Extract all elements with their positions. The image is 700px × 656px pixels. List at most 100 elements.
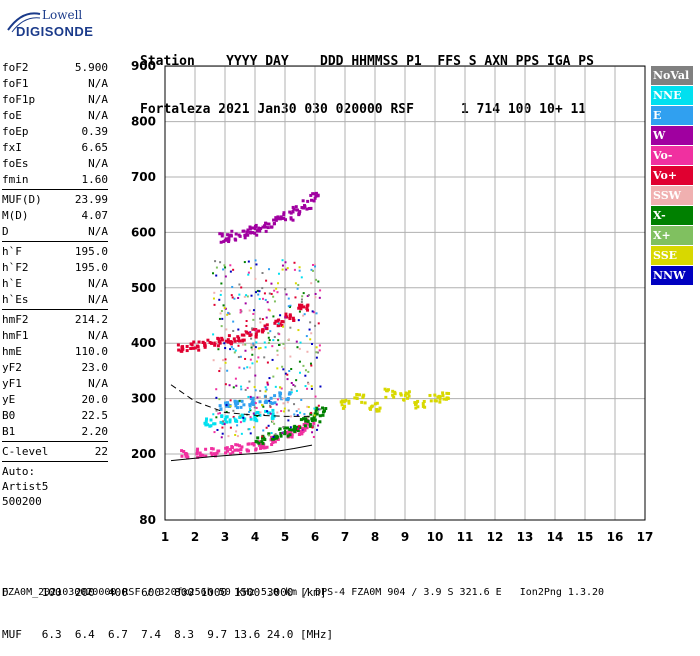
data-point <box>265 400 269 404</box>
echo-point <box>286 378 289 381</box>
param-value: N/A <box>88 225 108 238</box>
echo-point <box>287 297 290 300</box>
data-point <box>255 440 259 444</box>
data-point <box>218 404 222 408</box>
data-point <box>251 396 255 400</box>
profile-trace <box>170 384 312 417</box>
echo-point <box>218 317 221 320</box>
data-point <box>375 409 379 413</box>
data-point <box>227 240 231 244</box>
data-point <box>436 395 440 399</box>
echo-point <box>317 404 320 407</box>
echo-point <box>283 407 286 410</box>
echo-point <box>267 341 270 344</box>
echo-point <box>279 386 282 389</box>
data-point <box>238 234 242 238</box>
echo-point <box>317 280 320 283</box>
param-value: 5.900 <box>74 61 108 74</box>
data-point <box>386 388 390 392</box>
echo-point <box>224 383 227 386</box>
echo-point <box>255 291 258 294</box>
echo-point <box>248 428 251 431</box>
echo-point <box>213 431 216 434</box>
muf-distance-row: D 100 200 400 600 800 1000 1500 3000 [km… <box>2 586 327 599</box>
echo-point <box>224 307 227 310</box>
data-point <box>315 412 319 416</box>
echo-point <box>261 272 264 275</box>
echo-point <box>284 372 287 375</box>
data-point <box>272 218 276 222</box>
data-point <box>360 400 364 404</box>
echo-point <box>302 292 305 295</box>
data-point <box>235 406 239 410</box>
echo-point <box>307 370 310 373</box>
echo-point <box>270 292 273 295</box>
echo-point <box>254 374 257 377</box>
data-point <box>225 401 229 405</box>
echo-point <box>297 319 300 322</box>
echo-point <box>283 347 286 350</box>
data-point <box>195 449 199 453</box>
echo-point <box>244 343 247 346</box>
x-tick-label: 3 <box>221 530 229 544</box>
data-point <box>265 445 269 449</box>
echo-point <box>214 260 217 263</box>
echo-point <box>233 351 236 354</box>
echo-point <box>238 283 241 286</box>
echo-point <box>287 409 290 412</box>
param-name: foF1p <box>2 93 36 106</box>
echo-point <box>212 297 215 300</box>
echo-point <box>247 395 250 398</box>
param-value: 4.07 <box>81 209 109 222</box>
echo-point <box>254 259 257 262</box>
data-point <box>216 449 220 453</box>
param-value: 6.65 <box>81 141 109 154</box>
data-point <box>255 233 259 237</box>
echo-point <box>273 335 276 338</box>
echo-point <box>314 296 317 299</box>
echo-point <box>306 405 309 408</box>
echo-point <box>239 311 242 314</box>
param-value: 195.0 <box>74 245 108 258</box>
echo-point <box>269 405 272 408</box>
echo-point <box>258 298 261 301</box>
echo-point <box>293 413 296 416</box>
data-point <box>208 340 212 344</box>
data-point <box>234 443 238 447</box>
echo-point <box>270 282 273 285</box>
data-point <box>196 447 200 451</box>
echo-point <box>254 402 257 405</box>
echo-point <box>306 295 309 298</box>
data-point <box>289 431 293 435</box>
data-point <box>324 407 328 411</box>
param-row: foF1p N/A <box>2 92 108 108</box>
param-row: C-level 22 <box>2 444 108 460</box>
echo-point <box>281 397 284 400</box>
echo-point <box>249 395 252 398</box>
echo-point <box>318 296 321 299</box>
echo-point <box>271 420 274 423</box>
data-point <box>309 206 313 210</box>
echo-point <box>215 396 218 399</box>
data-point <box>180 454 184 458</box>
echo-point <box>263 292 266 295</box>
echo-point <box>231 285 234 288</box>
data-point <box>176 343 180 347</box>
data-point <box>224 451 228 455</box>
data-point <box>226 340 230 344</box>
data-point <box>270 443 274 447</box>
echo-point <box>271 358 274 361</box>
data-point <box>267 222 271 226</box>
echo-point <box>249 416 252 419</box>
echo-point <box>272 375 275 378</box>
echo-point <box>277 339 280 342</box>
echo-point <box>271 345 274 348</box>
data-point <box>263 225 267 229</box>
data-point <box>301 206 305 210</box>
echo-point <box>215 266 218 269</box>
echo-point <box>266 410 269 413</box>
data-point <box>185 344 189 348</box>
echo-point <box>277 322 280 325</box>
data-point <box>274 216 278 220</box>
data-point <box>230 229 234 233</box>
